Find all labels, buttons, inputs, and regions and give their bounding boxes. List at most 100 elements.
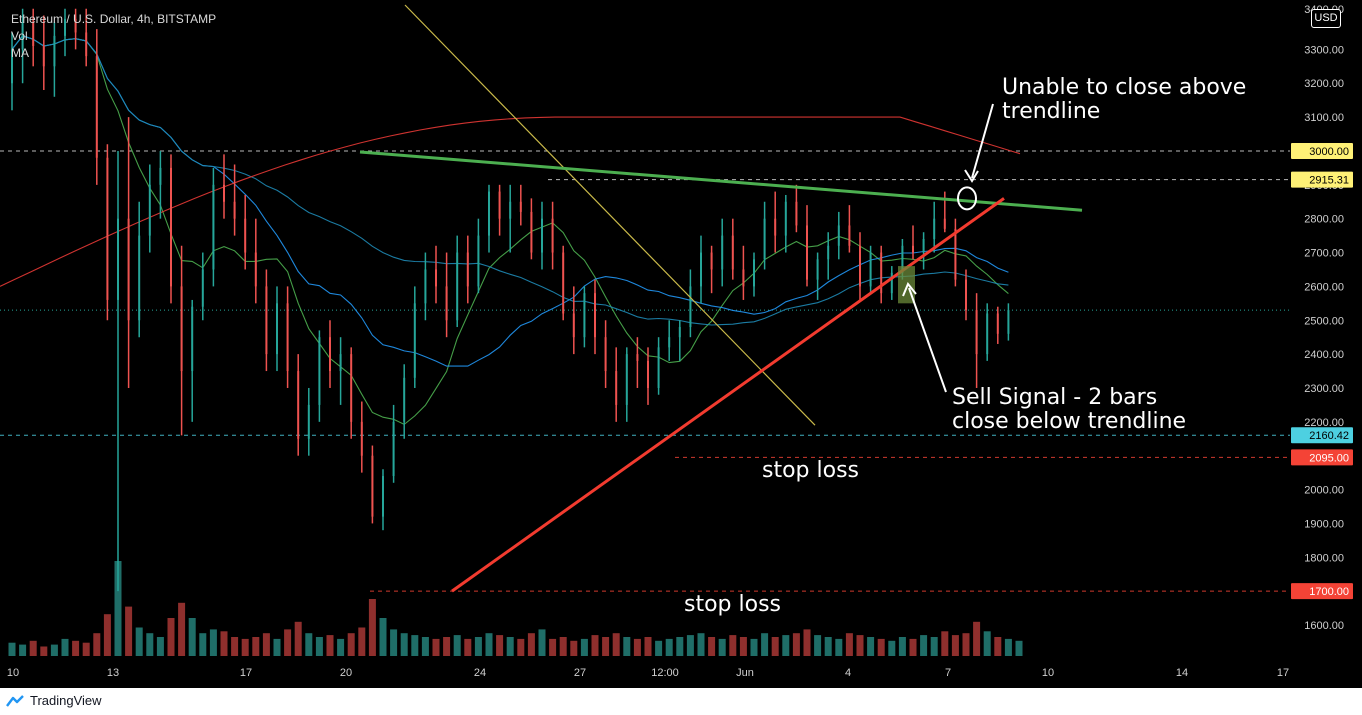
candle-body: [763, 218, 766, 260]
candle-body: [201, 269, 204, 307]
candle-body: [307, 404, 310, 439]
volume-bar: [538, 629, 546, 656]
volume-bar: [973, 621, 981, 656]
candle-body: [339, 354, 342, 372]
volume-bar: [29, 640, 37, 656]
x-tick-label: 4: [845, 667, 851, 679]
candle-body: [64, 18, 66, 36]
volume-bar: [814, 635, 822, 656]
candle-body: [212, 184, 215, 270]
volume-bar: [612, 633, 620, 656]
volume-bar: [845, 633, 853, 656]
candle-body: [244, 218, 247, 253]
volume-bar: [686, 635, 694, 656]
candle-body: [731, 235, 734, 270]
volume-bar: [474, 637, 482, 656]
candle-body: [986, 313, 989, 355]
volume-bar: [888, 640, 896, 656]
volume-indicator-label[interactable]: Vol: [11, 29, 28, 43]
candle-body: [233, 201, 236, 219]
x-tick-label: 12:00: [651, 667, 679, 679]
volume-bar: [421, 637, 429, 656]
volume-bar: [909, 638, 917, 656]
candle-body: [466, 252, 469, 287]
volume-bar: [337, 638, 345, 656]
candle-body: [509, 201, 512, 219]
volume-bar: [517, 638, 525, 656]
volume-bar: [898, 637, 906, 656]
price-level-lines: [0, 150, 1290, 592]
candle-body: [880, 252, 883, 294]
volume-bar: [771, 637, 779, 656]
volume-bar: [549, 638, 557, 656]
volume-bar: [792, 633, 800, 656]
volume-bar: [103, 614, 111, 656]
currency-button[interactable]: USD: [1311, 9, 1341, 28]
volume-bar: [241, 638, 249, 656]
volume-bar: [358, 627, 366, 656]
volume-bar: [983, 631, 991, 656]
x-tick-label: 7: [945, 667, 951, 679]
volume-bar: [994, 637, 1002, 656]
volume-bar: [824, 637, 832, 656]
y-tick-label: 2800.00: [1304, 214, 1344, 226]
volume-bar: [156, 637, 164, 656]
volume-bar: [718, 638, 726, 656]
volume-bar: [262, 633, 270, 656]
candle-body: [996, 313, 999, 334]
x-tick-label: 27: [574, 667, 586, 679]
footer-bar: TradingView: [0, 688, 1362, 715]
candle-body: [382, 476, 384, 517]
candle-body: [159, 167, 162, 185]
time-axis[interactable]: 10 13 17 20 24 27 12:00 Jun 4 7 10 14 17: [7, 667, 1289, 679]
ma-indicator-label[interactable]: MA: [11, 46, 29, 60]
volume-bar: [135, 627, 143, 656]
candle-body: [922, 238, 925, 253]
rejection-circle: [957, 186, 977, 211]
tradingview-logo-icon[interactable]: [6, 695, 26, 707]
volume-bar: [220, 631, 228, 656]
volume-bar: [199, 633, 207, 656]
brand-name[interactable]: TradingView: [30, 693, 102, 708]
volume-bar: [506, 637, 514, 656]
price-tag-bg: [1291, 449, 1353, 466]
annotation-sell-line2: close below trendline: [952, 409, 1186, 434]
volume-bar: [602, 637, 610, 656]
candle-body: [710, 252, 713, 270]
candle-body: [551, 218, 554, 253]
candle-body: [435, 269, 437, 287]
candle-body: [742, 269, 745, 287]
candle-body: [74, 18, 77, 33]
candle-body: [668, 337, 671, 348]
candle-body: [456, 252, 459, 321]
candle-body: [837, 225, 840, 246]
volume-bar: [739, 637, 747, 656]
volume-bar: [496, 635, 504, 656]
price-axis[interactable]: 1600.001700.001800.001900.002000.002100.…: [1304, 4, 1344, 632]
candle-body: [594, 293, 596, 338]
volume-bar: [920, 635, 928, 656]
volume-bar: [231, 637, 239, 656]
x-tick-label: 17: [1277, 667, 1289, 679]
arrow-unable: [971, 103, 994, 179]
y-tick-label: 2400.00: [1304, 349, 1344, 361]
volume-bar: [315, 637, 323, 656]
candle-body: [32, 22, 35, 46]
candle-body: [477, 235, 480, 287]
price-tag-label: 2160.42: [1309, 430, 1349, 442]
volume-bar: [82, 642, 90, 656]
y-tick-label: 2600.00: [1304, 281, 1344, 293]
y-tick-label: 2500.00: [1304, 315, 1344, 327]
volume-bar: [750, 638, 758, 656]
candle-body: [859, 245, 861, 287]
y-tick-label: 1600.00: [1304, 620, 1344, 632]
candle-body: [106, 157, 109, 300]
price-tag-label: 3000.00: [1309, 146, 1349, 158]
candle-body: [286, 303, 289, 372]
candle-body: [318, 337, 321, 405]
candle-body: [784, 201, 787, 236]
y-tick-label: 3100.00: [1304, 112, 1344, 124]
candle-body: [954, 228, 957, 280]
price-tag-bg: [1291, 583, 1353, 600]
